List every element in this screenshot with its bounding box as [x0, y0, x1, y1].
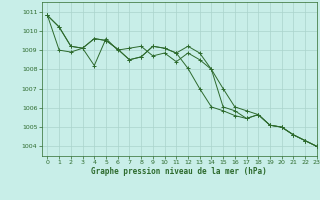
X-axis label: Graphe pression niveau de la mer (hPa): Graphe pression niveau de la mer (hPa) [91, 167, 267, 176]
